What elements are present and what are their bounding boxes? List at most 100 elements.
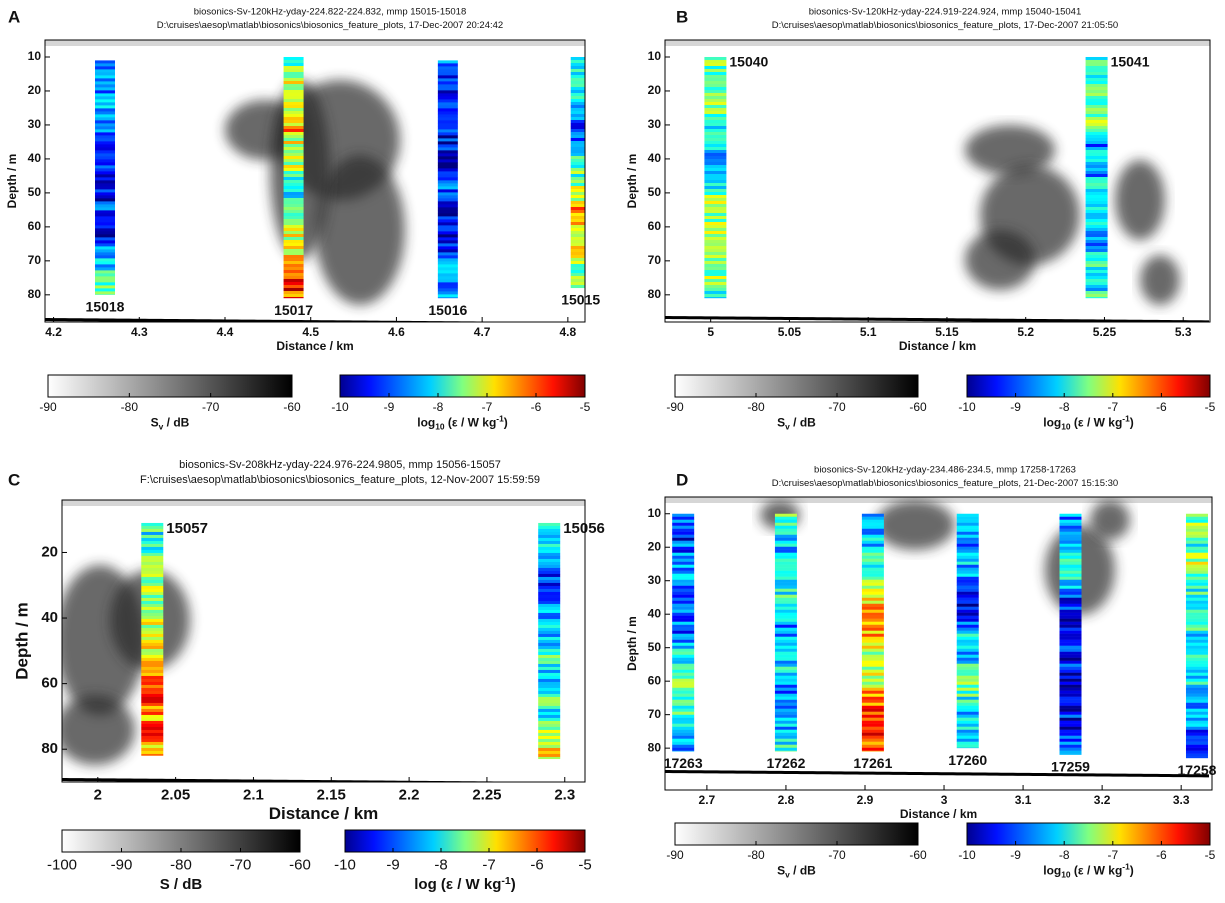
- stripe-band: [95, 120, 115, 124]
- stripe-band: [141, 702, 164, 707]
- stripe-band: [1185, 630, 1208, 634]
- colorbar-label-part: -1: [501, 875, 510, 887]
- stripe-band: [570, 167, 585, 172]
- stripe-band: [672, 525, 695, 529]
- surface-noise: [665, 40, 1210, 46]
- stripe-band: [570, 155, 585, 160]
- stripe-band: [1185, 684, 1208, 688]
- stripe-band: [861, 672, 884, 676]
- stripe-band: [956, 522, 979, 526]
- stripe-band: [861, 621, 884, 625]
- stripe-band: [437, 120, 458, 124]
- profile-stripe: [956, 513, 979, 749]
- stripe-band: [141, 699, 164, 704]
- plot-area: [665, 40, 1210, 322]
- stripe-band: [774, 738, 797, 742]
- x-tick-label: 2.15: [317, 786, 346, 803]
- colorbar: [339, 374, 586, 398]
- stripe-band: [95, 228, 115, 232]
- stripe-band: [570, 110, 585, 115]
- stripe-band: [1059, 651, 1082, 655]
- stripe-band: [1185, 636, 1208, 640]
- chart-title: biosonics-Sv-120kHz-yday-224.822-224.832…: [194, 7, 467, 18]
- stripe-band: [437, 237, 458, 241]
- stripe-band: [672, 693, 695, 697]
- surface-noise: [45, 40, 585, 46]
- stripe-band: [1059, 696, 1082, 700]
- stripe-band: [774, 552, 797, 556]
- stripe-band: [956, 627, 979, 631]
- stripe-band: [861, 627, 884, 631]
- stripe-band: [538, 756, 561, 760]
- stripe-band: [95, 177, 115, 181]
- stripe-band: [95, 195, 115, 199]
- stripe-band: [141, 522, 164, 527]
- colorbar-label: log (ε / W kg-1): [414, 875, 515, 893]
- x-tick-label: 5.3: [1175, 325, 1192, 339]
- stripe-band: [1085, 263, 1108, 268]
- stripe-band: [437, 129, 458, 133]
- stripe-band: [1059, 624, 1082, 628]
- plot-frame: [61, 499, 586, 783]
- stripe-band: [1085, 59, 1108, 64]
- stripe-band: [861, 594, 884, 598]
- stripe-band: [570, 212, 585, 217]
- stripe-band: [956, 549, 979, 553]
- stripe-band: [538, 576, 561, 581]
- stripe-band: [95, 111, 115, 115]
- stripe-band: [1059, 525, 1082, 529]
- stripe-band: [672, 597, 695, 601]
- stripe-band: [1185, 720, 1208, 724]
- stripe-band: [141, 543, 164, 548]
- stripe-band: [141, 657, 164, 662]
- stripe-band: [283, 122, 304, 127]
- stripe-band: [95, 129, 115, 133]
- stripe-band: [672, 546, 695, 550]
- stripe-band: [704, 227, 727, 232]
- stripe-band: [861, 573, 884, 577]
- stripe-band: [704, 218, 727, 223]
- stripe-band: [1185, 561, 1208, 565]
- stripe-band: [672, 522, 695, 526]
- stripe-band: [1059, 687, 1082, 691]
- stripe-band: [672, 648, 695, 652]
- stripe-band: [283, 275, 304, 280]
- stripe-band: [141, 567, 164, 572]
- stripe-band: [1059, 663, 1082, 667]
- x-tick-label: 5.25: [1093, 325, 1117, 339]
- stripe-band: [283, 116, 304, 121]
- stripe-band: [141, 627, 164, 632]
- stripe-band: [672, 519, 695, 523]
- stripe-band: [283, 86, 304, 91]
- stripe-band: [570, 194, 585, 199]
- colorbar-label-part: / dB: [170, 876, 203, 893]
- plot-area: [45, 40, 585, 322]
- stripe-band: [141, 546, 164, 551]
- stripe-band: [437, 249, 458, 253]
- stripe-band: [437, 267, 458, 271]
- stripe-band: [1185, 711, 1208, 715]
- colorbar-tick-label: -90: [111, 856, 133, 873]
- stripe-band: [1185, 570, 1208, 574]
- panel-letter: C: [8, 470, 20, 489]
- stripe-band: [437, 246, 458, 250]
- stripe-band: [774, 519, 797, 523]
- y-axis-label: Depth / m: [5, 154, 19, 209]
- stripe-band: [570, 227, 585, 232]
- stripe-band: [1185, 735, 1208, 739]
- stripe-band: [774, 705, 797, 709]
- stripe-band: [672, 672, 695, 676]
- stripe-band: [538, 597, 561, 602]
- stripe-band: [774, 714, 797, 718]
- y-tick-label: 70: [28, 253, 42, 267]
- stripe-band: [570, 242, 585, 247]
- surface-noise: [62, 500, 585, 506]
- stripe-band: [570, 80, 585, 85]
- stripe-band: [437, 69, 458, 73]
- stripe-band: [774, 693, 797, 697]
- stripe-band: [672, 732, 695, 736]
- stripe-band: [141, 723, 164, 728]
- colorbar-label-part: v: [785, 422, 790, 432]
- stripe-band: [956, 642, 979, 646]
- stripe-band: [538, 594, 561, 599]
